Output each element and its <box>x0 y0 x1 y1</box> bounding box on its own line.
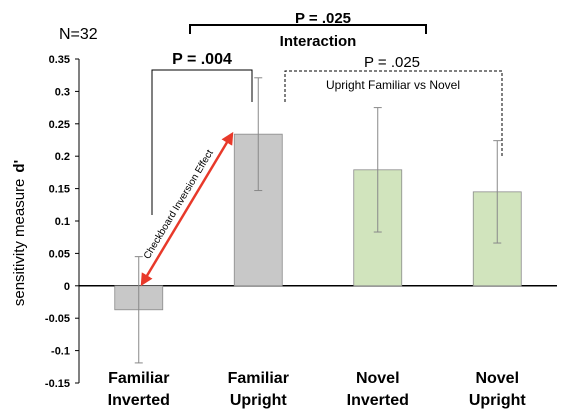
interaction-bracket <box>189 24 427 34</box>
y-tick-label: 0.3 <box>55 86 70 98</box>
upright-label: Upright Familiar vs Novel <box>326 78 460 92</box>
y-axis-label-text: sensitivity measure <box>11 179 28 307</box>
inversion-effect-label: Checkboard Inversion Effect <box>142 148 216 261</box>
interaction-p-value: P = .025 <box>295 10 351 27</box>
y-tick-label: -0.05 <box>45 313 70 325</box>
upright-p-value: P = .025 <box>364 54 420 71</box>
y-tick-label: 0.35 <box>49 54 70 66</box>
category-label-line1: Novel <box>356 370 400 387</box>
interaction-label: Interaction <box>280 33 357 50</box>
y-tick-label: 0.2 <box>55 151 70 163</box>
category-label-line2: Upright <box>230 392 288 409</box>
y-tick-label: -0.15 <box>45 378 70 390</box>
category-label-line2: Upright <box>469 392 527 409</box>
category-label-line1: Novel <box>475 370 519 387</box>
category-labels: Familiar Inverted Familiar Upright Novel Inve… <box>108 370 527 409</box>
inversion-effect-arrow <box>140 131 234 287</box>
y-tick-label: 0.25 <box>49 119 70 131</box>
category-label-line2: Inverted <box>108 392 170 409</box>
n-label: N=32 <box>59 26 98 43</box>
y-tick-label: 0 <box>64 281 70 293</box>
category-label-line2: Inverted <box>347 392 409 409</box>
y-axis: -0.15 -0.1 -0.05 0 0.05 0.1 0.15 0.2 0.25 0.3 0.35 <box>45 54 557 390</box>
category-label-line1: Familiar <box>108 370 169 387</box>
familiar-p-value: P = .004 <box>172 51 232 68</box>
bars <box>114 77 522 364</box>
upright-bracket <box>284 70 503 158</box>
y-tick-label: -0.1 <box>51 346 70 358</box>
y-tick-label: 0.1 <box>55 216 70 228</box>
y-tick-label: 0.05 <box>49 248 70 260</box>
y-tick-label: 0.15 <box>49 184 70 196</box>
y-axis-label: sensitivity measure d' <box>11 160 28 306</box>
category-label-line1: Familiar <box>228 370 289 387</box>
y-axis-label-symbol: d' <box>11 160 28 173</box>
